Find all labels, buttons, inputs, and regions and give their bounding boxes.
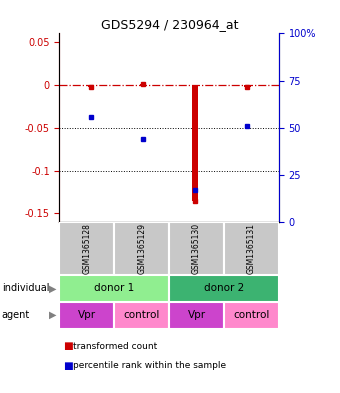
Text: donor 1: donor 1 (94, 283, 134, 294)
Text: control: control (123, 310, 160, 320)
Bar (114, 222, 169, 275)
Bar (140, 84, 146, 85)
Text: ■: ■ (63, 361, 73, 371)
Text: Vpr: Vpr (187, 310, 206, 320)
Bar (59, 302, 114, 329)
Text: percentile rank within the sample: percentile rank within the sample (73, 362, 226, 370)
Bar (244, 85, 251, 86)
Bar (169, 222, 224, 275)
Bar (224, 302, 279, 329)
Text: Vpr: Vpr (78, 310, 96, 320)
Text: transformed count: transformed count (73, 342, 157, 351)
Text: agent: agent (2, 310, 30, 320)
Bar (169, 275, 279, 302)
Text: ■: ■ (63, 341, 73, 351)
Text: GSM1365131: GSM1365131 (247, 223, 256, 274)
Text: GSM1365130: GSM1365130 (192, 223, 201, 274)
Text: donor 2: donor 2 (204, 283, 244, 294)
Bar (59, 275, 169, 302)
Text: GDS5294 / 230964_at: GDS5294 / 230964_at (101, 18, 239, 31)
Bar (169, 302, 224, 329)
Bar (192, 85, 198, 200)
Bar (88, 85, 94, 87)
Text: GSM1365129: GSM1365129 (137, 223, 146, 274)
Text: ▶: ▶ (49, 283, 56, 294)
Text: individual: individual (2, 283, 49, 294)
Text: control: control (233, 310, 270, 320)
Bar (59, 222, 114, 275)
Bar (224, 222, 279, 275)
Text: ▶: ▶ (49, 310, 56, 320)
Bar (114, 302, 169, 329)
Text: GSM1365128: GSM1365128 (82, 223, 91, 274)
